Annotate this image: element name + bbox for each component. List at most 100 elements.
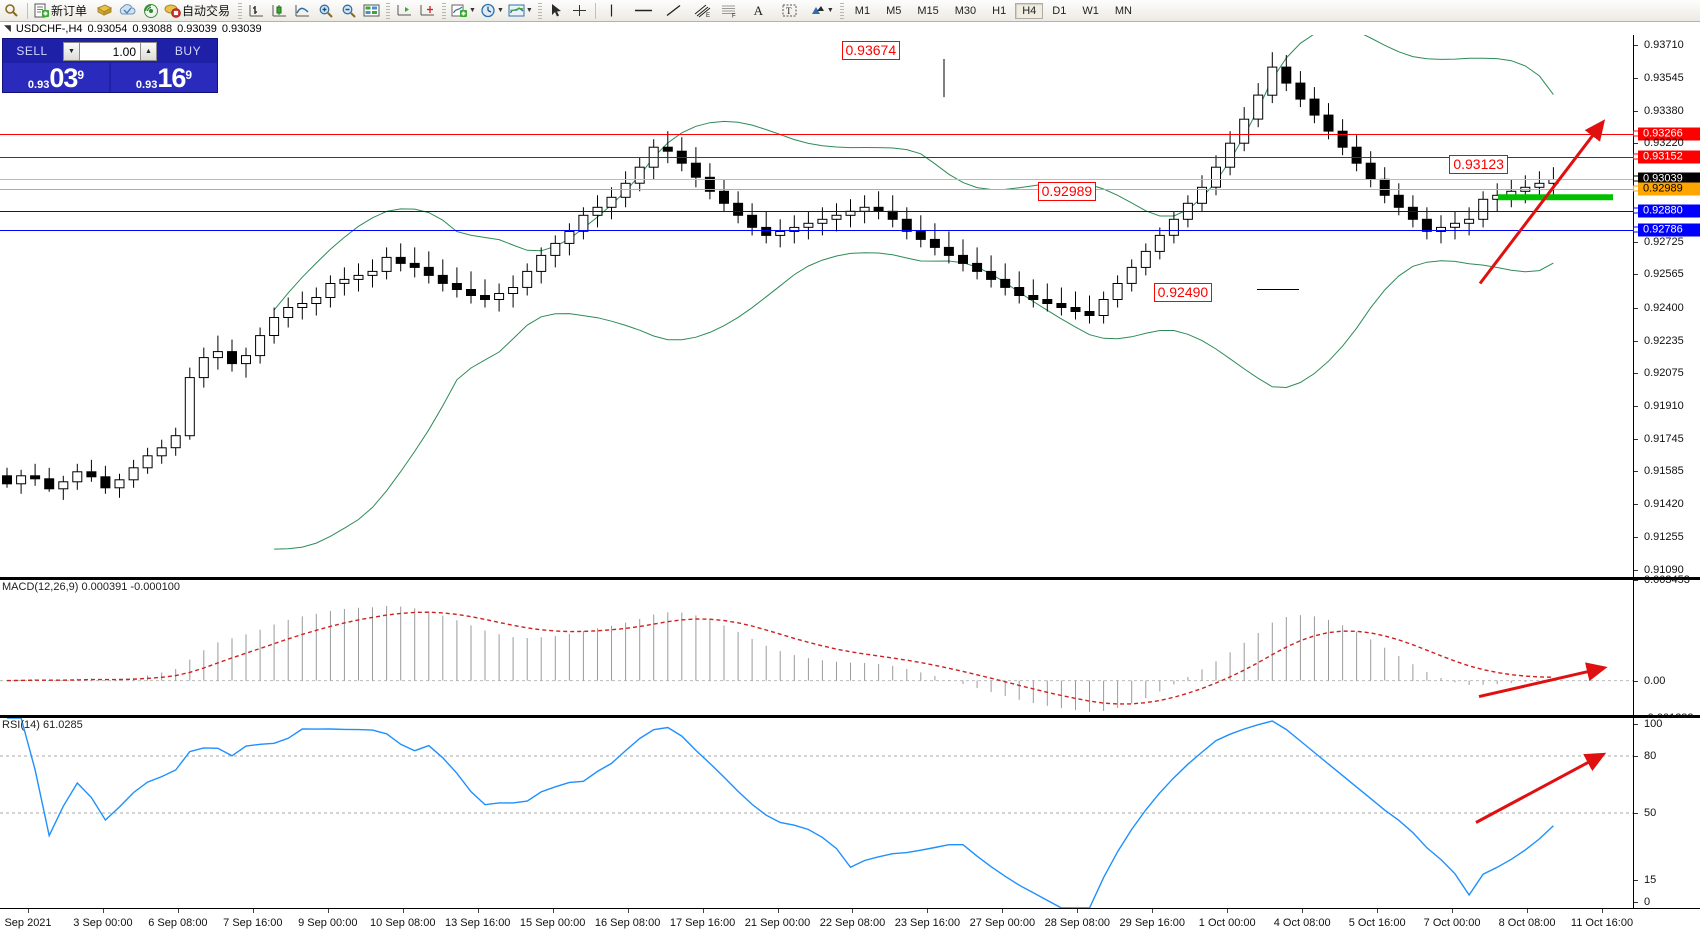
candle-body (1000, 278, 1011, 288)
chevron-down-icon-4[interactable]: ▼ (826, 7, 834, 14)
candle-body (803, 222, 814, 228)
toolbar-grip-5[interactable] (839, 2, 844, 19)
bar-chart-icon[interactable] (245, 1, 268, 20)
chevron-down-icon-3[interactable]: ▼ (525, 7, 533, 14)
new-order-button[interactable]: 新订单 (32, 1, 89, 20)
indicators-icon[interactable]: ▼ (449, 1, 478, 20)
auto-scroll-icon[interactable] (416, 1, 439, 20)
zoom-out-icon[interactable] (337, 1, 360, 20)
fibonacci-icon[interactable]: F (718, 1, 741, 20)
text-icon[interactable]: A (747, 1, 770, 20)
rsi-bullish-arrow[interactable] (1475, 752, 1607, 824)
timeframe-h1[interactable]: H1 (992, 4, 1007, 17)
time-label-16: 1 Oct 00:00 (1198, 917, 1256, 929)
level-line-0-93266[interactable] (0, 133, 1634, 135)
level-handle[interactable] (1633, 226, 1639, 233)
toolbar-grip-2[interactable] (386, 2, 391, 19)
timeframe-w1[interactable]: W1 (1082, 4, 1099, 17)
buy-price[interactable]: 0.93 16 9 (111, 63, 217, 92)
time-tick (1377, 909, 1379, 913)
level-line-0-92786[interactable] (0, 230, 1634, 232)
price-chart-pane[interactable]: 0.93674 0.93123 0.92989 0.92490 0.93710 0.93… (0, 35, 1700, 580)
period-icon[interactable]: ▼ (478, 1, 506, 20)
toolbar-grip-3[interactable] (442, 2, 447, 19)
candle-body (1098, 299, 1109, 316)
time-label-11: 22 Sep 08:00 (819, 917, 886, 929)
templates-icon[interactable]: ▼ (506, 1, 535, 20)
level-handle[interactable] (1633, 207, 1639, 214)
data-window-icon[interactable] (116, 1, 139, 20)
chevron-down-icon-2[interactable]: ▼ (496, 7, 504, 14)
timeframe-m30[interactable]: M30 (954, 4, 977, 17)
candle-body (845, 210, 856, 216)
level-line-0-92989[interactable] (0, 189, 1634, 191)
timeframe-mn[interactable]: MN (1114, 4, 1132, 17)
volume-stepper[interactable]: ▼ 1.00 ▲ (63, 41, 157, 61)
volume-input[interactable]: 1.00 (80, 41, 140, 61)
level-handle[interactable] (1633, 130, 1639, 137)
rsi-pane[interactable]: RSI(14) 61.0285 100 80 50 15 0 (0, 718, 1700, 908)
sell-button[interactable]: SELL (16, 44, 48, 58)
timeframe-h4[interactable]: H4 (1015, 2, 1044, 19)
cursor-icon[interactable] (545, 1, 568, 20)
chart-shift-icon[interactable] (393, 1, 416, 20)
level-line-0-9288[interactable] (0, 211, 1634, 213)
bullish-arrow[interactable] (1478, 119, 1606, 285)
price-plot-area[interactable]: 0.93674 0.93123 0.92989 0.92490 (0, 35, 1634, 577)
zoom-in-icon[interactable] (314, 1, 337, 20)
price-badge-0-93152[interactable]: 0.93152 (1633, 150, 1700, 164)
vertical-line-icon[interactable] (600, 1, 623, 20)
svg-text:F: F (732, 14, 736, 19)
timeframe-m1[interactable]: M1 (854, 4, 871, 17)
trendline-icon[interactable] (662, 1, 685, 20)
volume-increment-button[interactable]: ▲ (140, 41, 157, 61)
level-line-0-93152[interactable] (0, 156, 1634, 158)
timeframe-m5[interactable]: M5 (886, 4, 902, 17)
volume-decrement-button[interactable]: ▼ (63, 41, 80, 61)
toolbar-grip[interactable] (238, 2, 243, 19)
timeframe-d1[interactable]: D1 (1052, 4, 1067, 17)
price-badge-0-93266[interactable]: 0.93266 (1633, 127, 1700, 141)
callout-support[interactable]: 0.92490 (1153, 283, 1213, 303)
time-axis[interactable]: Sep 2021 3 Sep 00:00 6 Sep 08:00 7 Sep 16:0… (0, 908, 1700, 942)
callout-pivot[interactable]: 0.92989 (1037, 182, 1097, 202)
price-scale[interactable]: 0.93710 0.93545 0.93380 0.93266 0.93220 0.931… (1633, 35, 1700, 577)
crosshair-icon[interactable] (568, 1, 591, 20)
candle-body (761, 226, 772, 236)
one-click-trading-panel[interactable]: SELL ▼ 1.00 ▲ BUY 0.93 03 9 0.93 16 9 (2, 38, 218, 93)
price-badge-0-92880[interactable]: 0.92880 (1633, 204, 1700, 218)
macd-plot-area[interactable] (0, 580, 1634, 715)
sell-price[interactable]: 0.93 03 9 (3, 63, 111, 92)
price-badge-0-93039[interactable]: 0.93039 (1633, 172, 1700, 186)
buy-button[interactable]: BUY (174, 44, 202, 58)
candle-chart-icon[interactable] (268, 1, 291, 20)
callout-high[interactable]: 0.93674 (841, 41, 901, 61)
equidistant-channel-icon[interactable]: E (691, 1, 714, 20)
level-handle[interactable] (1633, 153, 1639, 160)
timeframe-m15[interactable]: M15 (917, 4, 939, 17)
toolbar-grip-4[interactable] (537, 2, 542, 19)
shapes-icon[interactable]: ▼ (807, 1, 836, 20)
price-badge-0-92989[interactable]: 0.92989 (1633, 182, 1700, 196)
magnifier-icon[interactable] (0, 1, 23, 20)
auto-trading-button[interactable]: 自动交易 (162, 1, 232, 20)
candle-body (381, 256, 392, 272)
level-line-0-93039[interactable] (0, 179, 1634, 181)
candle-body (1337, 130, 1348, 148)
horizontal-line-icon[interactable] (631, 1, 656, 20)
candle-body (1014, 287, 1025, 296)
market-watch-icon[interactable] (93, 1, 116, 20)
line-chart-icon[interactable] (291, 1, 314, 20)
chevron-down-icon[interactable]: ▼ (469, 7, 476, 14)
template-icon[interactable] (360, 1, 383, 20)
candle-body (1267, 66, 1278, 96)
rsi-plot-area[interactable] (0, 718, 1634, 908)
level-handle[interactable] (1633, 175, 1639, 182)
callout-resistance[interactable]: 0.93123 (1449, 155, 1508, 175)
level-handle[interactable] (1633, 185, 1639, 192)
text-label-icon[interactable]: T (778, 1, 801, 20)
price-badge-0-92786[interactable]: 0.92786 (1633, 223, 1700, 237)
macd-bullish-arrow[interactable] (1478, 662, 1608, 699)
macd-pane[interactable]: MACD(12,26,9) 0.000391 -0.000100 0.00345… (0, 574, 1700, 724)
signals-icon[interactable] (139, 1, 162, 20)
